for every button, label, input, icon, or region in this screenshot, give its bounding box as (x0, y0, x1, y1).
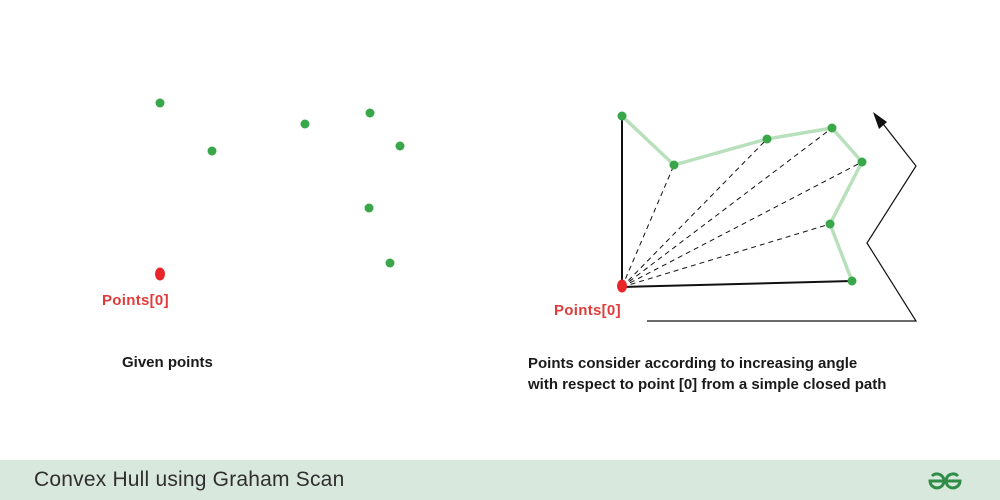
point (207, 146, 217, 156)
point (669, 160, 679, 170)
origin-point (617, 279, 627, 293)
origin-point (155, 267, 165, 281)
point (827, 123, 837, 133)
origin-label: Points[0] (554, 302, 621, 319)
footer-title: Convex Hull using Graham Scan (34, 468, 345, 491)
left-caption: Given points (122, 354, 213, 371)
right-caption-line1: Points consider according to increasing … (528, 355, 857, 372)
angle-ray (621, 223, 831, 288)
right-caption-line2: with respect to point [0] from a simple … (527, 376, 886, 393)
point (365, 108, 375, 118)
angle-ray (621, 138, 768, 288)
right-panel: Points[0] Points consider according to i… (527, 111, 918, 393)
point (857, 157, 867, 167)
arrow-head-icon (873, 112, 887, 129)
point (364, 203, 374, 213)
edge-last-point (621, 280, 853, 288)
direction-arrow-line (647, 119, 918, 322)
point (300, 119, 310, 129)
angle-ray (621, 164, 675, 288)
geeksforgeeks-logo-icon (928, 472, 962, 490)
point (395, 141, 405, 151)
angle-rays (621, 127, 863, 288)
point (762, 134, 772, 144)
angle-ray (621, 161, 863, 288)
point (617, 111, 627, 121)
point (155, 98, 165, 108)
angle-ray (621, 127, 833, 288)
footer-bar: Convex Hull using Graham Scan (0, 460, 1000, 500)
point (825, 219, 835, 229)
simple-closed-path (620, 114, 864, 282)
left-panel: Points[0] Given points (102, 98, 405, 371)
origin-label: Points[0] (102, 292, 169, 309)
point (385, 258, 395, 268)
point (847, 276, 857, 286)
